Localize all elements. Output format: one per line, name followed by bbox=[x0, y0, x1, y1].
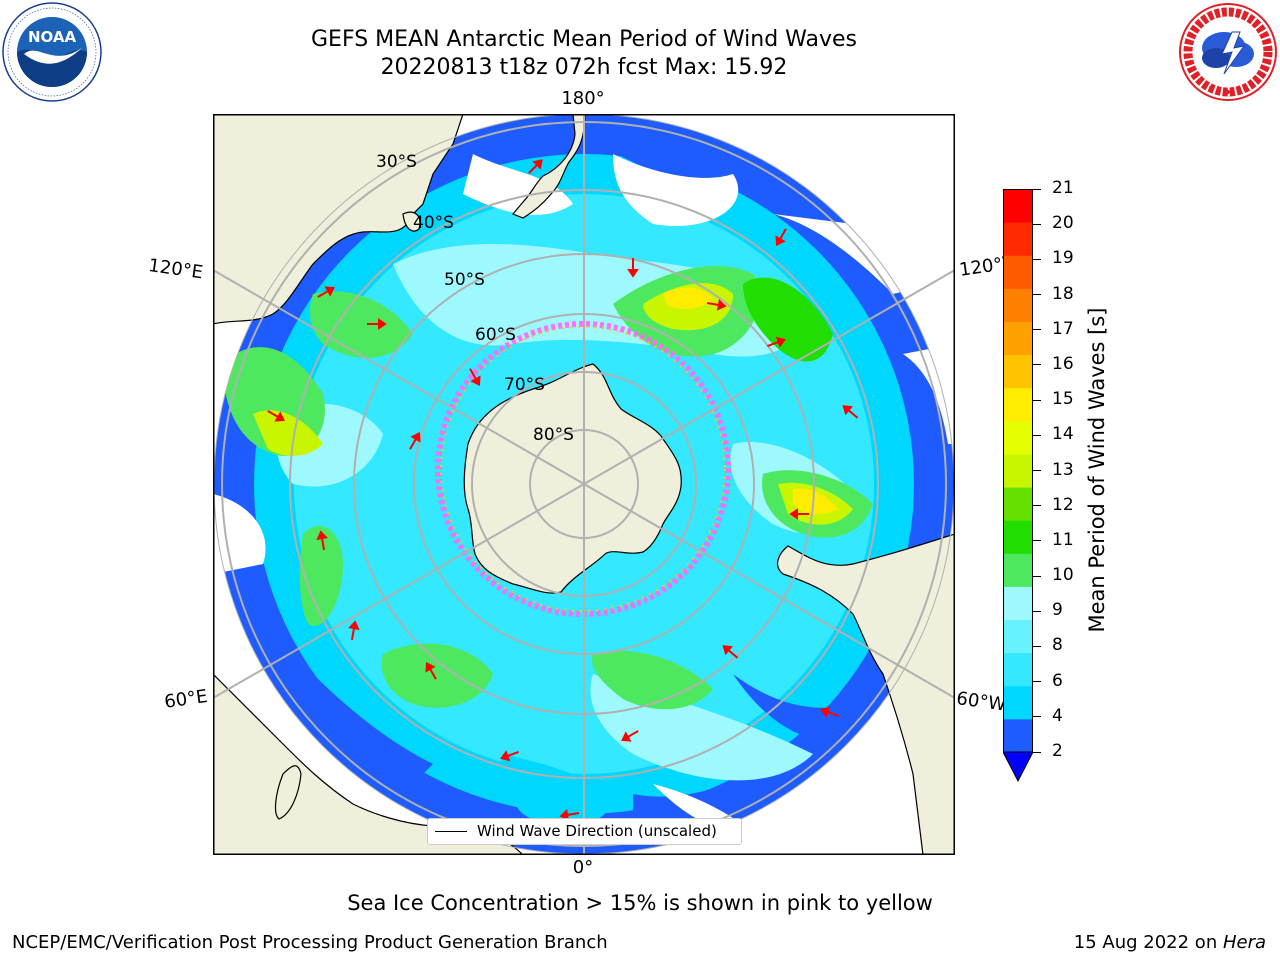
colorbar-tick-label: 15 bbox=[1052, 389, 1074, 410]
footer-branch: NCEP/EMC/Verification Post Processing Pr… bbox=[12, 932, 608, 953]
colorbar-label: Mean Period of Wind Waves [s] bbox=[1085, 307, 1109, 633]
nws-logo bbox=[1178, 2, 1278, 102]
map-legend: Wind Wave Direction (unscaled) bbox=[427, 818, 742, 845]
colorbar-bin bbox=[1003, 718, 1033, 753]
noaa-logo-text: NOAA bbox=[28, 28, 77, 46]
colorbar-tick-mark bbox=[1033, 645, 1041, 647]
colorbar-tick-mark bbox=[1033, 294, 1041, 296]
colorbar-tick-mark bbox=[1033, 399, 1041, 401]
colorbar-bin bbox=[1003, 321, 1033, 356]
colorbar-bin bbox=[1003, 420, 1033, 455]
lat-label-50s: 50°S bbox=[444, 270, 485, 290]
colorbar-tick-label: 18 bbox=[1052, 283, 1074, 304]
colorbar-tick-mark bbox=[1033, 364, 1041, 366]
colorbar-tick-label: 8 bbox=[1052, 635, 1063, 656]
colorbar-tick-label: 11 bbox=[1052, 529, 1074, 550]
colorbar-tick-label: 19 bbox=[1052, 248, 1074, 269]
colorbar-tick-label: 4 bbox=[1052, 705, 1063, 726]
lon-label-60w: 60°W bbox=[955, 688, 1008, 716]
colorbar-tick-mark bbox=[1033, 751, 1041, 753]
colorbar-tick-label: 14 bbox=[1052, 424, 1074, 445]
colorbar-tick-label: 10 bbox=[1052, 565, 1074, 586]
colorbar-bin bbox=[1003, 288, 1033, 322]
colorbar-bin bbox=[1003, 586, 1033, 621]
lat-label-40s: 40°S bbox=[413, 213, 454, 233]
colorbar-bin bbox=[1003, 387, 1033, 422]
colorbar-bin bbox=[1003, 189, 1033, 223]
colorbar-tick-label: 17 bbox=[1052, 318, 1074, 339]
footer-date-text: 15 Aug 2022 on bbox=[1073, 932, 1223, 953]
lat-label-60s: 60°S bbox=[475, 325, 516, 345]
colorbar-tick-label: 6 bbox=[1052, 670, 1063, 691]
chart-title-line2: 20220813 t18z 072h fcst Max: 15.92 bbox=[380, 55, 788, 80]
colorbar bbox=[1002, 189, 1034, 783]
colorbar-tick-mark bbox=[1033, 223, 1041, 225]
colorbar-tick-mark bbox=[1033, 505, 1041, 507]
colorbar-tick-label: 13 bbox=[1052, 459, 1074, 480]
colorbar-bin bbox=[1003, 652, 1033, 687]
colorbar-bin bbox=[1003, 222, 1033, 256]
colorbar-tick-mark bbox=[1033, 470, 1041, 471]
colorbar-tick-mark bbox=[1033, 258, 1041, 260]
colorbar-bin bbox=[1003, 553, 1033, 587]
colorbar-tick-mark bbox=[1033, 610, 1041, 612]
colorbar-tick-mark bbox=[1033, 188, 1041, 190]
colorbar-tick-mark bbox=[1033, 434, 1041, 436]
map-svg bbox=[213, 114, 955, 855]
map-panel bbox=[213, 114, 955, 855]
wind-wave-arrows bbox=[267, 159, 859, 821]
sea-ice-note: Sea Ice Concentration > 15% is shown in … bbox=[347, 891, 933, 915]
colorbar-outline bbox=[1003, 189, 1033, 753]
lon-label-180: 180° bbox=[561, 88, 605, 109]
colorbar-tick-label: 16 bbox=[1052, 353, 1074, 374]
colorbar-tick-mark bbox=[1033, 329, 1041, 331]
noaa-logo: NOAA bbox=[2, 2, 102, 102]
colorbar-bin bbox=[1003, 619, 1033, 654]
colorbar-bin bbox=[1003, 487, 1033, 521]
colorbar-tick-label: 9 bbox=[1052, 600, 1063, 621]
legend-line-swatch bbox=[435, 831, 467, 832]
legend-label: Wind Wave Direction (unscaled) bbox=[477, 822, 717, 840]
lon-label-60e: 60°E bbox=[163, 685, 209, 713]
colorbar-tick-label: 20 bbox=[1052, 213, 1074, 234]
footer-host: Hera bbox=[1222, 932, 1266, 953]
colorbar-tick-mark bbox=[1033, 681, 1041, 683]
colorbar-svg bbox=[1002, 189, 1034, 783]
chart-title-line1: GEFS MEAN Antarctic Mean Period of Wind … bbox=[311, 27, 857, 52]
colorbar-tick-label: 21 bbox=[1052, 178, 1074, 198]
footer-date: 15 Aug 2022 on Hera bbox=[1074, 932, 1266, 953]
lon-label-120e: 120°E bbox=[147, 255, 205, 284]
colorbar-bin bbox=[1003, 520, 1033, 554]
colorbar-bin bbox=[1003, 453, 1033, 488]
colorbar-tick-label: 12 bbox=[1052, 494, 1074, 515]
colorbar-extend-triangle bbox=[1002, 751, 1034, 783]
colorbar-bin bbox=[1003, 354, 1033, 389]
colorbar-tick-mark bbox=[1033, 540, 1041, 542]
lon-label-0: 0° bbox=[572, 857, 594, 878]
lat-label-30s: 30°S bbox=[376, 152, 417, 172]
colorbar-tick-mark bbox=[1033, 575, 1041, 577]
colorbar-bin bbox=[1003, 685, 1033, 720]
colorbar-tick-mark bbox=[1033, 716, 1041, 718]
colorbar-bin bbox=[1003, 255, 1033, 289]
lat-label-70s: 70°S bbox=[504, 375, 545, 395]
lat-label-80s: 80°S bbox=[533, 425, 574, 445]
colorbar-tick-label: 2 bbox=[1052, 741, 1063, 761]
